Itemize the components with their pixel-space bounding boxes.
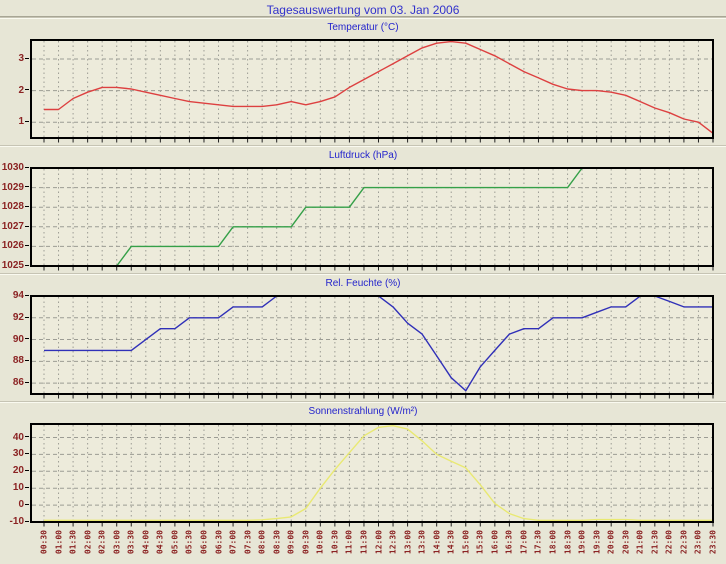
temperature-plot-row: 1 2 3 xyxy=(0,39,726,145)
y-tick-label: 10 xyxy=(13,482,29,494)
x-time-label: 21:00 xyxy=(635,530,645,555)
chart-panel-radiation: Sonnenstrahlung (W/m²) -10 0 10 20 30 40 xyxy=(0,401,726,529)
x-time-label: 22:00 xyxy=(664,530,674,555)
y-tick-label: 1025 xyxy=(2,260,29,272)
x-time-label: 03:00 xyxy=(112,530,122,555)
y-tick-label: 20 xyxy=(13,465,29,477)
y-tick-label: 1 xyxy=(18,116,29,128)
x-time-label: 21:30 xyxy=(650,530,660,555)
radiation-y-axis: -10 0 10 20 30 40 xyxy=(0,423,30,529)
x-time-label: 14:00 xyxy=(432,530,442,555)
x-time-label: 19:00 xyxy=(577,530,587,555)
y-tick-label: 40 xyxy=(13,432,29,444)
x-time-label: 23:30 xyxy=(708,530,718,555)
radiation-chart-title: Sonnenstrahlung (W/m²) xyxy=(308,406,418,417)
x-time-label: 10:30 xyxy=(330,530,340,555)
radiation-plot-row: -10 0 10 20 30 40 xyxy=(0,423,726,529)
y-tick-label: 88 xyxy=(13,355,29,367)
x-time-label: 17:00 xyxy=(519,530,529,555)
x-axis-labels: 00:30 01:00 01:30 02:00 02:30 03:00 03:30 04:00… xyxy=(0,529,726,564)
radiation-plot xyxy=(30,423,714,527)
y-tick-label: 90 xyxy=(13,334,29,346)
y-tick-label: 2 xyxy=(18,85,29,97)
x-time-label: 15:00 xyxy=(461,530,471,555)
y-tick-label: 30 xyxy=(13,448,29,460)
y-tick-label: 3 xyxy=(18,53,29,65)
x-time-label: 03:30 xyxy=(126,530,136,555)
temperature-chart-title: Temperatur (°C) xyxy=(327,22,399,33)
pressure-plot xyxy=(30,167,714,271)
x-time-label: 13:00 xyxy=(403,530,413,555)
x-time-label: 06:00 xyxy=(199,530,209,555)
y-tick-label: 94 xyxy=(13,290,29,302)
humidity-chart-title: Rel. Feuchte (%) xyxy=(325,278,401,289)
x-time-label: 12:30 xyxy=(388,530,398,555)
temperature-plot xyxy=(30,39,714,143)
humidity-plot xyxy=(30,295,714,399)
pressure-plot-row: 1025 1026 1027 1028 1029 1030 xyxy=(0,162,726,273)
x-time-label: 15:30 xyxy=(475,530,485,555)
x-time-label: 13:30 xyxy=(417,530,427,555)
y-tick-label: -10 xyxy=(10,516,29,528)
x-time-label: 23:00 xyxy=(693,530,703,555)
x-time-label: 14:30 xyxy=(446,530,456,555)
x-time-label: 01:30 xyxy=(68,530,78,555)
x-time-label: 10:00 xyxy=(315,530,325,555)
x-time-label: 08:30 xyxy=(272,530,282,555)
humidity-plot-row: 86 88 90 92 94 xyxy=(0,290,726,401)
pressure-y-axis: 1025 1026 1027 1028 1029 1030 xyxy=(0,162,30,273)
y-tick-label: 1027 xyxy=(2,221,29,233)
x-time-label: 04:30 xyxy=(155,530,165,555)
x-time-label: 12:00 xyxy=(374,530,383,555)
x-time-label: 09:00 xyxy=(286,530,296,555)
x-time-label: 20:30 xyxy=(621,530,631,555)
x-time-label: 01:00 xyxy=(54,530,64,555)
x-time-label: 09:30 xyxy=(301,530,311,555)
y-tick-label: 1026 xyxy=(2,240,29,252)
x-time-label: 20:00 xyxy=(606,530,616,555)
x-time-label: 18:30 xyxy=(563,530,573,555)
x-time-label: 07:00 xyxy=(228,530,238,555)
humidity-y-axis: 86 88 90 92 94 xyxy=(0,290,30,401)
x-time-label: 22:30 xyxy=(679,530,689,555)
x-time-label: 16:00 xyxy=(490,530,500,555)
pressure-chart-title: Luftdruck (hPa) xyxy=(328,150,398,161)
x-time-label: 02:00 xyxy=(83,530,93,555)
y-tick-label: 1028 xyxy=(2,201,29,213)
temperature-y-axis: 1 2 3 xyxy=(0,39,30,145)
page-title: Tagesauswertung vom 03. Jan 2006 xyxy=(266,3,460,17)
x-time-label: 11:30 xyxy=(359,530,369,555)
page-header: Tagesauswertung vom 03. Jan 2006 xyxy=(0,0,726,17)
y-tick-label: 1030 xyxy=(2,162,29,174)
chart-panel-pressure: Luftdruck (hPa) 1025 1026 1027 1028 1029 1030 xyxy=(0,145,726,273)
chart-panel-temperature: Temperatur (°C) 1 2 3 xyxy=(0,17,726,145)
x-time-label: 16:30 xyxy=(504,530,514,555)
x-time-label: 07:30 xyxy=(243,530,253,555)
y-tick-label: 92 xyxy=(13,312,29,324)
x-time-label: 04:00 xyxy=(141,530,151,555)
y-tick-label: 86 xyxy=(13,377,29,389)
x-time-label: 19:30 xyxy=(592,530,602,555)
x-time-label: 08:00 xyxy=(257,530,267,555)
chart-panel-humidity: Rel. Feuchte (%) 86 88 90 92 94 xyxy=(0,273,726,401)
y-tick-label: 0 xyxy=(18,499,29,511)
y-tick-label: 1029 xyxy=(2,182,29,194)
x-time-label: 11:00 xyxy=(344,530,354,555)
x-time-label: 05:00 xyxy=(170,530,180,555)
x-time-label: 02:30 xyxy=(97,530,107,555)
x-time-label: 17:30 xyxy=(533,530,543,555)
x-time-label: 00:30 xyxy=(39,530,49,555)
x-time-label: 05:30 xyxy=(184,530,194,555)
x-time-label: 18:00 xyxy=(548,530,558,555)
x-time-label: 06:30 xyxy=(214,530,224,555)
